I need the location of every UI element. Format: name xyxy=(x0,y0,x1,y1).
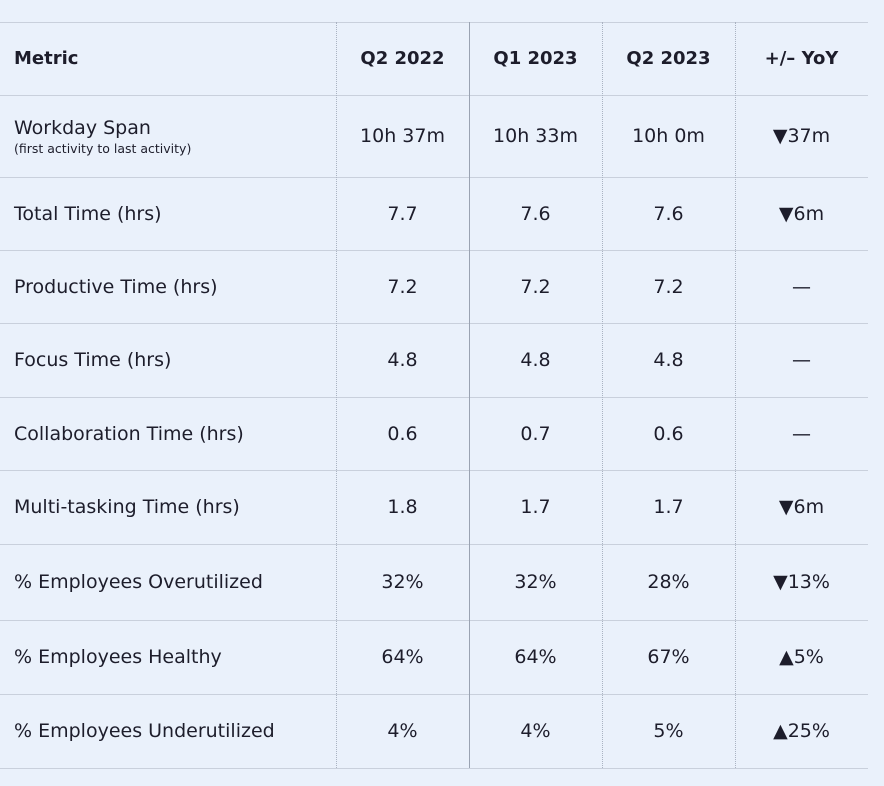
metric-name: Focus Time (hrs) xyxy=(14,349,172,371)
row-divider xyxy=(0,323,868,324)
value-cell: ▼6m xyxy=(778,496,825,518)
metric-name: Workday Span xyxy=(14,116,151,139)
value-cell: 7.2 xyxy=(387,275,418,298)
row-divider xyxy=(0,470,868,471)
value-cell: 4% xyxy=(520,720,551,742)
row-label: % Employees Overutilized xyxy=(14,544,263,620)
value-cell: ▼37m xyxy=(772,125,831,147)
value-cell: 32% xyxy=(514,571,557,593)
row-label: Multi-tasking Time (hrs) xyxy=(14,470,240,544)
metric-name: % Employees Overutilized xyxy=(14,571,263,593)
value-cell: 7.6 xyxy=(520,202,551,225)
row-label: Collaboration Time (hrs) xyxy=(14,397,244,470)
value-cell: 5% xyxy=(653,720,684,742)
row-divider xyxy=(0,22,868,23)
row-divider xyxy=(0,250,868,251)
header-cell: +/– YoY xyxy=(764,48,839,69)
value-cell: 7.2 xyxy=(520,275,551,298)
value-cell: 7.7 xyxy=(387,202,418,225)
row-divider xyxy=(0,177,868,178)
value-cell: 7.6 xyxy=(653,202,684,225)
row-divider xyxy=(0,768,868,769)
metric-name: Productive Time (hrs) xyxy=(14,275,218,298)
value-cell: 64% xyxy=(381,646,424,668)
metric-name: % Employees Underutilized xyxy=(14,720,275,742)
value-cell: 10h 0m xyxy=(632,125,705,147)
value-cell: 67% xyxy=(647,646,690,668)
column-divider xyxy=(602,22,603,768)
value-cell: 4.8 xyxy=(387,349,418,371)
value-cell: 32% xyxy=(381,571,424,593)
row-label: Workday Span (first activity to last acti… xyxy=(14,95,191,177)
metric-name: Collaboration Time (hrs) xyxy=(14,422,244,445)
column-divider xyxy=(735,22,736,768)
header-cell: Q2 2023 xyxy=(626,48,711,69)
value-cell: ▼6m xyxy=(778,202,825,225)
value-cell: 1.7 xyxy=(520,496,551,518)
metric-name: Total Time (hrs) xyxy=(14,202,162,225)
value-cell: ▼13% xyxy=(773,571,830,593)
row-divider xyxy=(0,620,868,621)
value-cell: 0.6 xyxy=(653,422,684,445)
row-divider xyxy=(0,694,868,695)
header-cell: Q2 2022 xyxy=(360,48,445,69)
value-cell: 10h 33m xyxy=(493,125,578,147)
header-cell: Q1 2023 xyxy=(493,48,578,69)
value-cell: — xyxy=(792,349,811,371)
value-cell: 1.7 xyxy=(653,496,684,518)
column-divider xyxy=(469,22,470,768)
value-cell: 0.6 xyxy=(387,422,418,445)
value-cell: 64% xyxy=(514,646,557,668)
value-cell: ▲5% xyxy=(779,646,824,668)
value-cell: 10h 37m xyxy=(360,125,445,147)
row-divider xyxy=(0,397,868,398)
column-divider xyxy=(336,22,337,768)
row-label: Focus Time (hrs) xyxy=(14,323,171,397)
row-label: Productive Time (hrs) xyxy=(14,250,218,323)
row-label: Total Time (hrs) xyxy=(14,177,162,250)
value-cell: 28% xyxy=(647,571,690,593)
value-cell: 4.8 xyxy=(520,349,551,371)
metric-note: (first activity to last activity) xyxy=(14,140,192,156)
row-divider xyxy=(0,95,868,96)
row-label: % Employees Underutilized xyxy=(14,694,275,768)
value-cell: — xyxy=(792,422,811,445)
metric-name: % Employees Healthy xyxy=(14,646,222,668)
value-cell: — xyxy=(792,275,811,298)
row-label: % Employees Healthy xyxy=(14,620,222,694)
header-cell: Metric xyxy=(14,48,79,69)
value-cell: 4% xyxy=(387,720,418,742)
row-divider xyxy=(0,544,868,545)
value-cell: ▲25% xyxy=(773,720,830,742)
metric-name: Multi-tasking Time (hrs) xyxy=(14,496,240,518)
value-cell: 7.2 xyxy=(653,275,684,298)
value-cell: 1.8 xyxy=(387,496,418,518)
value-cell: 4.8 xyxy=(653,349,684,371)
value-cell: 0.7 xyxy=(520,422,551,445)
